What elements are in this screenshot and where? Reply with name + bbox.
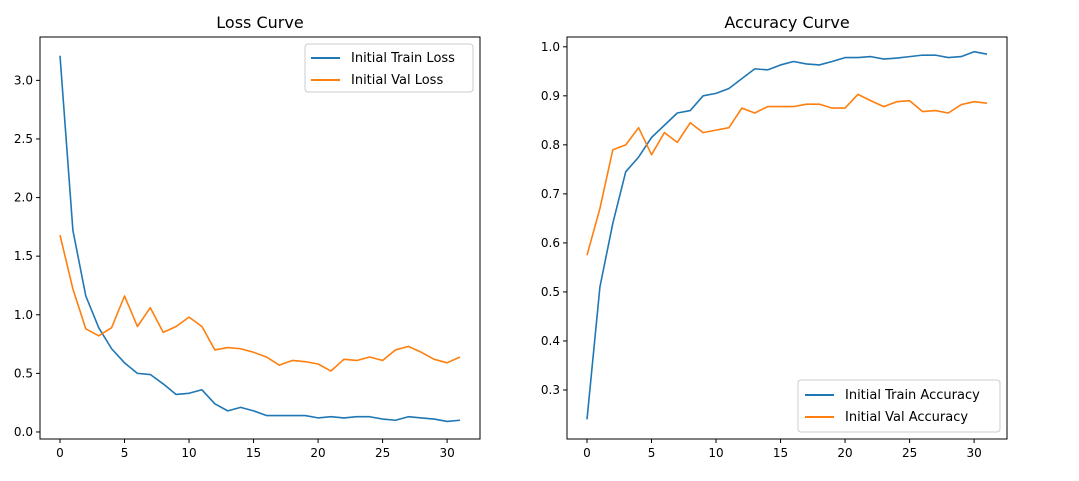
loss-tick-group: 0 5 10 15 20 25 30 0.0 0.5 1.0 1.5 2.0 2.5 3.0 — [14, 73, 455, 460]
loss-x-tick-label: 10 — [181, 446, 196, 460]
accuracy-y-tick-label: 0.4 — [541, 334, 560, 348]
loss-legend: Initial Train Loss Initial Val Loss — [304, 43, 474, 93]
loss-chart-title: Loss Curve — [216, 13, 303, 32]
loss-series-train-line — [59, 55, 461, 423]
loss-y-tick-label: 3.0 — [14, 73, 33, 87]
accuracy-series-group — [586, 50, 988, 420]
accuracy-series-val-line — [586, 93, 988, 256]
accuracy-y-tick-label: 1.0 — [541, 40, 560, 54]
accuracy-legend: Initial Train Accuracy Initial Val Accur… — [797, 379, 1001, 433]
loss-y-tick-label: 0.0 — [14, 425, 33, 439]
loss-y-tick-label: 2.0 — [14, 191, 33, 205]
loss-series-val-line — [59, 234, 461, 372]
accuracy-legend-train-label: Initial Train Accuracy — [845, 388, 980, 403]
accuracy-y-tick-label: 0.5 — [541, 285, 560, 299]
loss-x-tick-label: 5 — [121, 446, 129, 460]
loss-legend-box — [304, 43, 474, 93]
loss-y-tick-label: 1.0 — [14, 308, 33, 322]
loss-y-tick-label: 1.5 — [14, 249, 33, 263]
accuracy-x-tick-label: 15 — [773, 446, 788, 460]
loss-x-tick-label: 0 — [56, 446, 64, 460]
accuracy-x-tick-label: 5 — [648, 446, 656, 460]
loss-legend-val-label: Initial Val Loss — [351, 73, 443, 88]
accuracy-x-tick-label: 30 — [966, 446, 981, 460]
accuracy-tick-group: 0 5 10 15 20 25 30 0.3 0.4 0.5 0.6 0.7 0.8 0.9 1.0 — [541, 40, 982, 460]
loss-plot-frame — [39, 36, 481, 440]
accuracy-y-tick-label: 0.9 — [541, 89, 560, 103]
accuracy-plot-frame — [566, 36, 1008, 440]
accuracy-y-tick-label: 0.7 — [541, 187, 560, 201]
accuracy-legend-val-label: Initial Val Accuracy — [845, 410, 968, 425]
loss-x-tick-label: 20 — [310, 446, 325, 460]
loss-chart: Loss Curve 0 5 10 15 20 25 30 0.0 0.5 1.0 1.5 2.0 2.… — [14, 13, 481, 460]
accuracy-x-tick-label: 20 — [837, 446, 852, 460]
accuracy-x-tick-label: 25 — [902, 446, 917, 460]
accuracy-y-tick-label: 0.6 — [541, 236, 560, 250]
accuracy-x-tick-label: 10 — [708, 446, 723, 460]
accuracy-chart-title: Accuracy Curve — [724, 13, 849, 32]
accuracy-series-train-line — [586, 50, 988, 420]
loss-x-tick-label: 30 — [439, 446, 454, 460]
accuracy-legend-box — [797, 379, 1001, 433]
loss-x-tick-label: 15 — [246, 446, 261, 460]
loss-series-group — [59, 55, 461, 423]
accuracy-chart: Accuracy Curve 0 5 10 15 20 25 300.30.40.50.60… — [541, 13, 1008, 460]
loss-y-tick-label: 0.5 — [14, 366, 33, 380]
loss-y-tick-label: 2.5 — [14, 132, 33, 146]
loss-legend-train-label: Initial Train Loss — [351, 51, 455, 66]
accuracy-y-tick-label: 0.3 — [541, 383, 560, 397]
accuracy-x-tick-label: 0 — [583, 446, 591, 460]
accuracy-y-tick-label: 0.8 — [541, 138, 560, 152]
loss-x-tick-label: 25 — [375, 446, 390, 460]
